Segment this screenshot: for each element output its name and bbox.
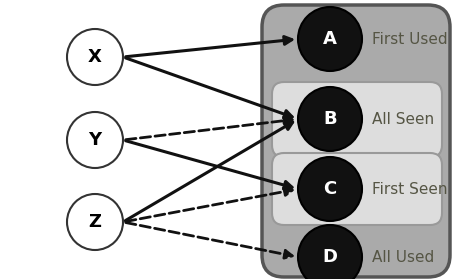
Text: All Used: All Used (372, 249, 434, 264)
Text: Z: Z (89, 213, 101, 231)
Text: First Used: First Used (372, 32, 447, 47)
Text: C: C (324, 180, 337, 198)
Text: Y: Y (89, 131, 101, 149)
Text: X: X (88, 48, 102, 66)
Text: A: A (323, 30, 337, 48)
FancyBboxPatch shape (262, 5, 450, 277)
Text: All Seen: All Seen (372, 112, 434, 126)
Text: D: D (323, 248, 338, 266)
Circle shape (298, 157, 362, 221)
Circle shape (67, 194, 123, 250)
Circle shape (67, 112, 123, 168)
FancyBboxPatch shape (272, 82, 442, 157)
Circle shape (298, 225, 362, 279)
FancyBboxPatch shape (272, 153, 442, 225)
Circle shape (298, 7, 362, 71)
Circle shape (67, 29, 123, 85)
Circle shape (298, 87, 362, 151)
Text: B: B (323, 110, 337, 128)
Text: First Seen: First Seen (372, 182, 447, 196)
